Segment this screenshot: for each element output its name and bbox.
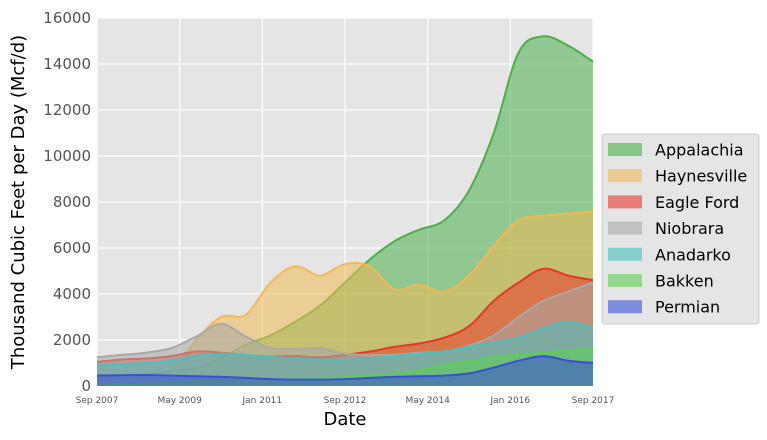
y-tick-label: 2000 [53,331,91,349]
x-tick-label: May 2009 [157,396,202,406]
legend-label-permian: Permian [655,298,720,317]
legend-label-anadarko: Anadarko [655,245,731,264]
legend-swatch-eagle-ford [608,195,642,209]
line-niobrara [96,281,594,359]
x-tick-label: Sep 2012 [324,396,367,406]
legend-label-bakken: Bakken [655,272,714,291]
legend-label-niobrara: Niobrara [655,219,724,238]
y-tick-label: 16000 [43,9,91,27]
x-tick-label: Sep 2017 [572,396,615,406]
x-axis-label: Date [323,409,366,430]
line-permian [96,355,594,381]
legend-swatch-appalachia [608,143,642,156]
legend-swatch-anadarko [608,247,642,261]
y-tick-label: 12000 [43,101,91,119]
series-areas [96,35,594,386]
y-tick-label: 0 [81,377,91,395]
y-tick-labels: 0 2000 4000 6000 8000 10000 12000 14000 16000 [43,9,91,395]
legend-label-eagle-ford: Eagle Ford [655,193,739,212]
legend-swatch-niobrara [608,221,642,235]
y-axis-label: Thousand Cubic Feet per Day (Mcf/d) [8,35,29,370]
x-tick-label: Jan 2011 [242,396,283,406]
x-tick-label: Sep 2007 [76,396,119,406]
y-tick-label: 10000 [43,147,91,165]
y-tick-label: 4000 [53,285,91,303]
legend-label-haynesville: Haynesville [655,167,747,186]
legend-swatch-permian [608,300,642,314]
area-permian [97,356,593,386]
x-tick-label: Jan 2016 [490,396,531,406]
legend: Appalachia Haynesville Eagle Ford Niobrara A… [601,133,760,325]
line-anadarko [96,320,594,367]
legend-label-appalachia: Appalachia [655,141,744,160]
legend-swatch-bakken [608,274,642,287]
y-tick-label: 6000 [53,239,91,257]
y-tick-label: 8000 [53,193,91,211]
legend-swatch-haynesville [608,169,642,183]
x-tick-labels: Sep 2007 May 2009 Jan 2011 Sep 2012 May 2014… [76,396,615,406]
y-tick-label: 14000 [43,55,91,73]
x-tick-label: May 2014 [405,396,450,406]
